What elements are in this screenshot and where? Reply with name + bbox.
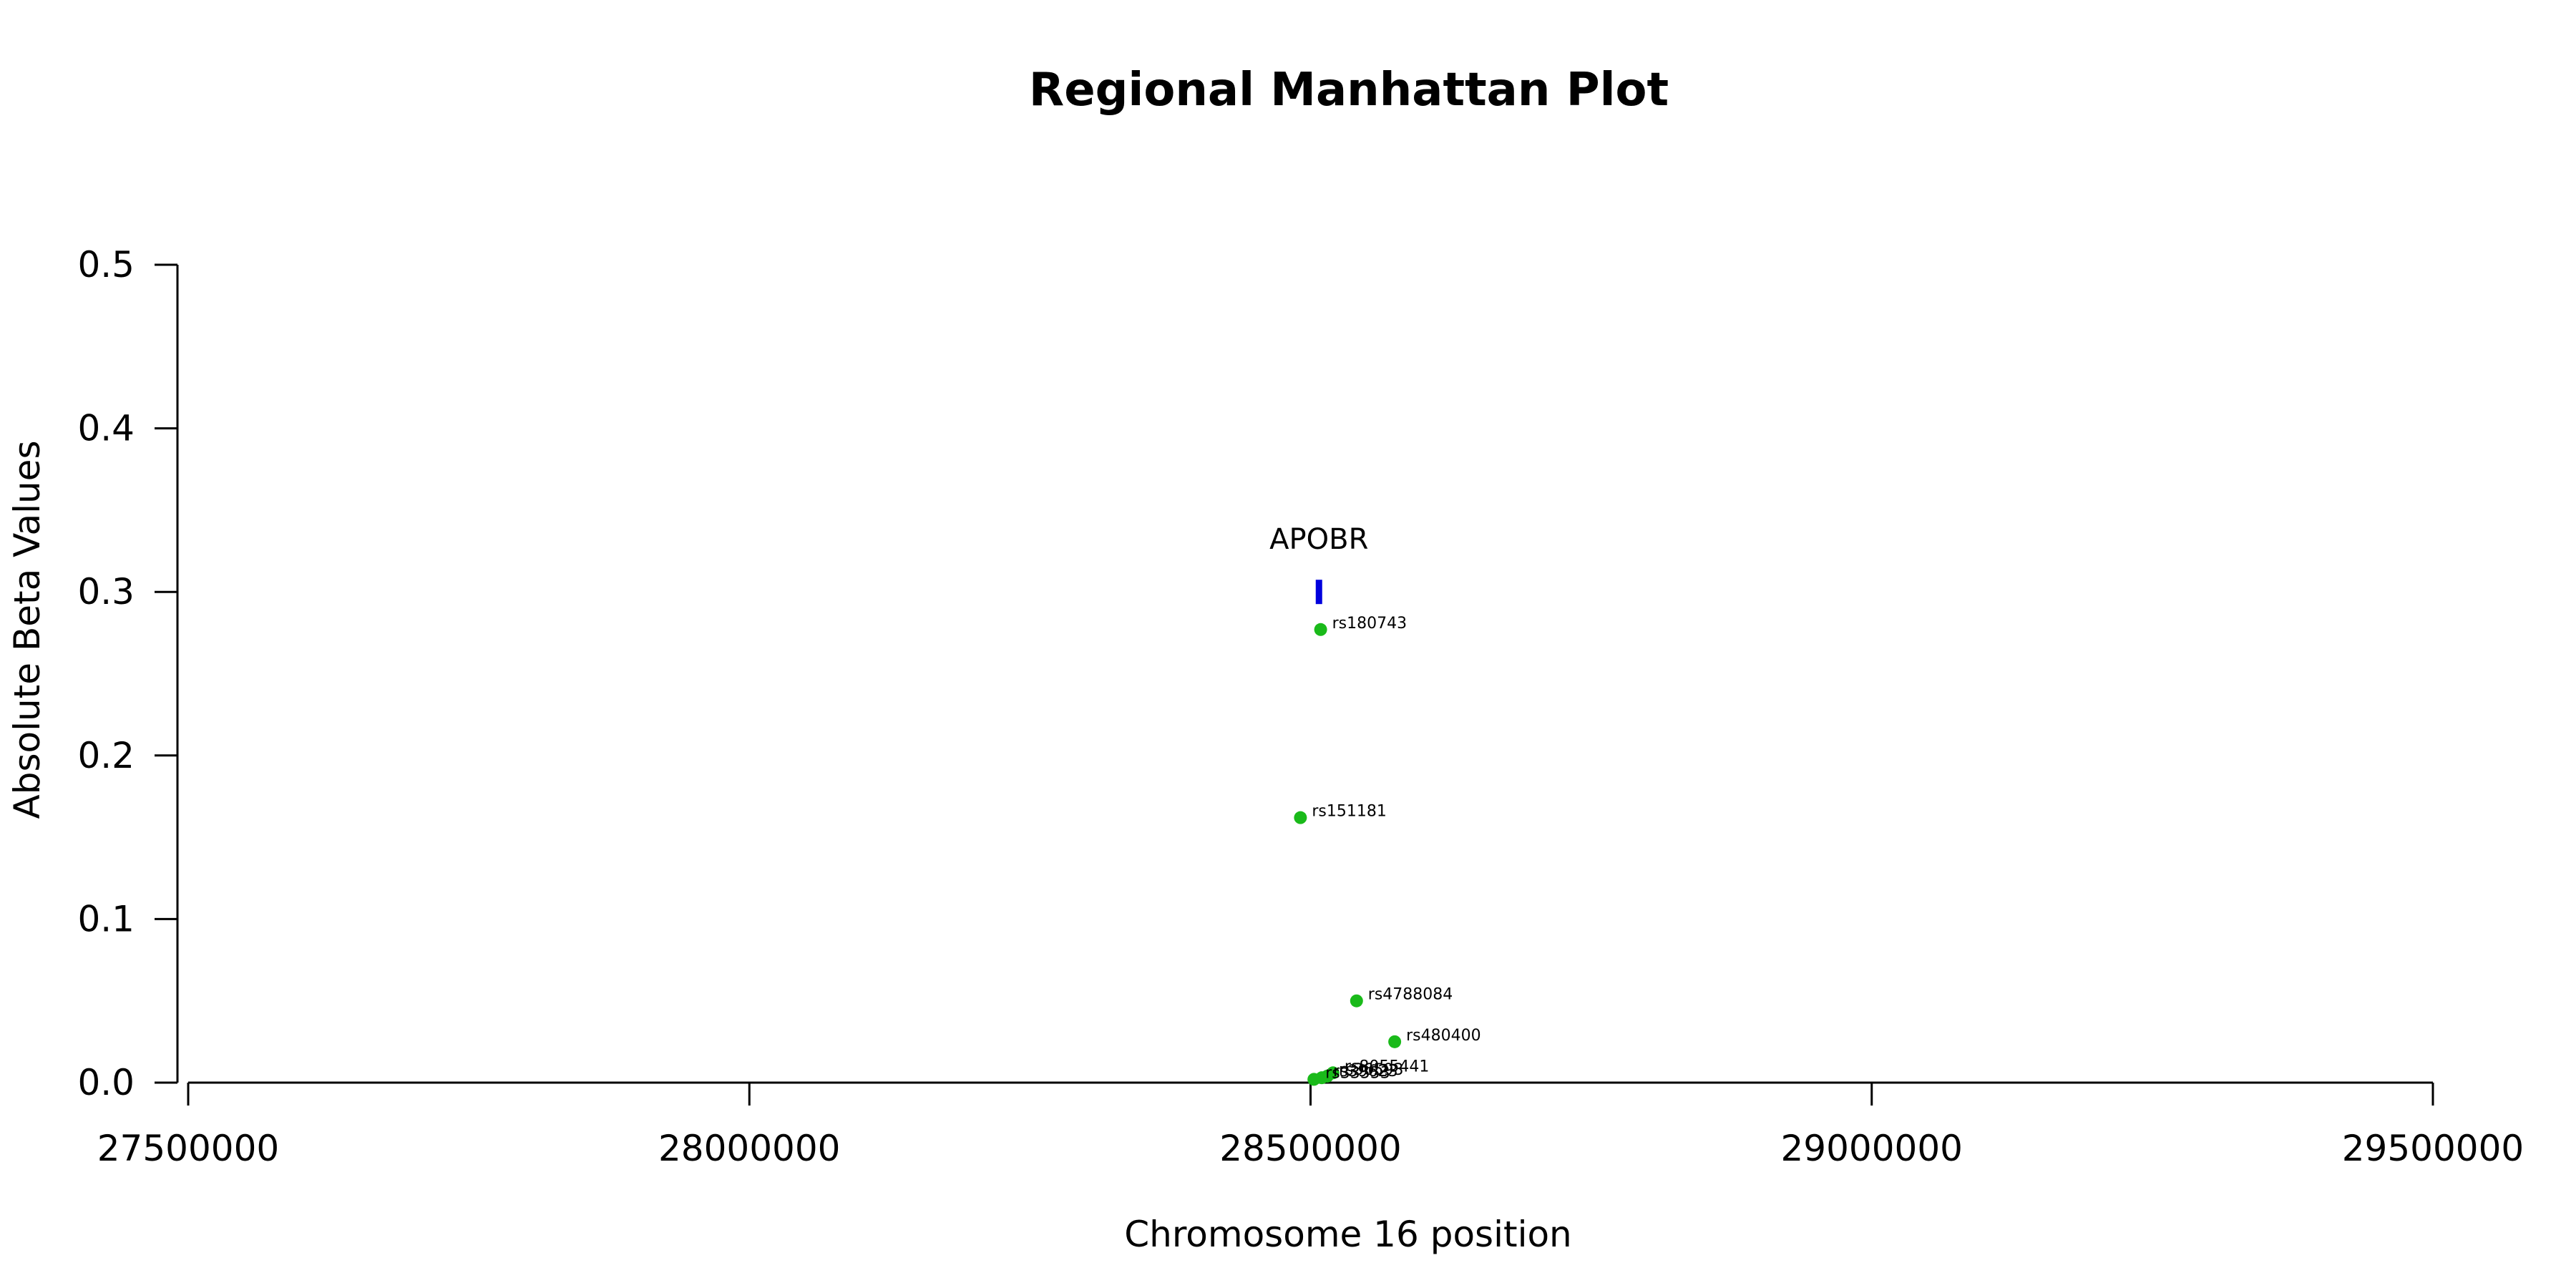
- gene-label: APOBR: [1269, 523, 1368, 556]
- x-tick-label: 29500000: [2342, 1128, 2524, 1169]
- x-axis-label: Chromosome 16 position: [1124, 1214, 1572, 1255]
- x-tick-label: 28500000: [1219, 1128, 1402, 1169]
- y-tick-label: 0.1: [77, 898, 135, 940]
- gene-bar: [1315, 580, 1322, 605]
- snp-label: rs4788084: [1368, 986, 1453, 1004]
- snp-points: rs180743 rs151181 rs4788084 rs480400 rs80554…: [1294, 615, 1481, 1086]
- snp-label: rs151181: [1312, 803, 1387, 821]
- snp-label: rs8055441: [1345, 1058, 1430, 1075]
- x-tick-label: 29000000: [1781, 1128, 1963, 1169]
- snp-point: [1388, 1035, 1402, 1048]
- snp-label: rs36593: [1339, 1061, 1404, 1079]
- y-axis-label: Absolute Beta Values: [6, 441, 48, 819]
- snp-label: rs180743: [1332, 615, 1407, 633]
- y-tick-label: 0.4: [77, 408, 135, 449]
- x-tick-label: 28000000: [658, 1128, 841, 1169]
- snp-label: rs33553: [1325, 1064, 1390, 1082]
- x-axis-ticks: 27500000 28000000 28500000 29000000 29500000: [97, 1083, 2524, 1169]
- snp-label: rs480400: [1406, 1027, 1481, 1045]
- chart-title: Regional Manhattan Plot: [1029, 64, 1669, 117]
- y-tick-label: 0.0: [77, 1062, 135, 1103]
- y-tick-label: 0.2: [77, 735, 135, 776]
- snp-point: [1307, 1073, 1321, 1086]
- snp-point: [1294, 811, 1307, 824]
- y-tick-label: 0.3: [77, 571, 135, 613]
- snp-point: [1350, 994, 1363, 1008]
- gene-track: APOBR: [1269, 523, 1368, 605]
- snp-point: [1314, 623, 1327, 636]
- x-tick-label: 27500000: [97, 1128, 280, 1169]
- snp-label: rs39623: [1333, 1063, 1398, 1080]
- y-tick-label: 0.5: [77, 244, 135, 286]
- y-axis-ticks: 0.0 0.1 0.2 0.3 0.4 0.5: [77, 244, 177, 1103]
